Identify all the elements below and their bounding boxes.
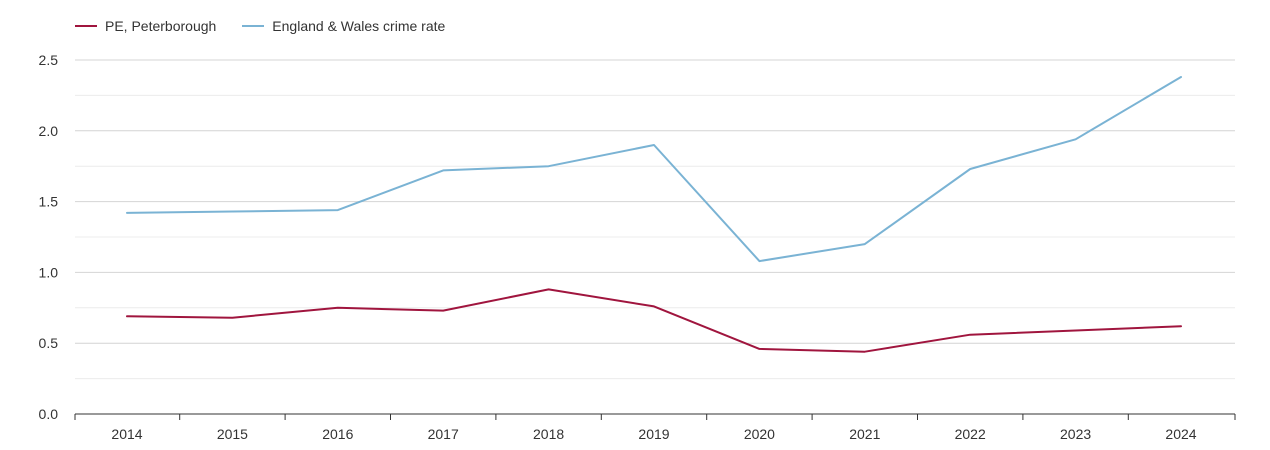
chart-legend: PE, Peterborough England & Wales crime r… xyxy=(75,14,445,38)
x-tick-label: 2014 xyxy=(111,426,142,442)
legend-item-england-wales[interactable]: England & Wales crime rate xyxy=(242,18,445,34)
legend-swatch-england-wales xyxy=(242,25,265,27)
series-line-england-wales[interactable] xyxy=(126,76,1182,263)
y-tick-label: 1.0 xyxy=(39,264,59,280)
y-tick-label: 0.5 xyxy=(39,335,59,351)
series-lines xyxy=(126,76,1182,353)
x-tick-label: 2017 xyxy=(428,426,459,442)
x-tick-label: 2015 xyxy=(217,426,248,442)
x-tick-label: 2023 xyxy=(1060,426,1091,442)
legend-swatch-peterborough xyxy=(75,25,97,27)
tick-labels: 0.0 0.5 1.0 1.5 2.0 2.5 2014 2015 2016 2017 2018 20… xyxy=(39,52,1197,442)
x-tick-label: 2021 xyxy=(849,426,880,442)
y-tick-label: 1.5 xyxy=(39,194,59,210)
legend-item-peterborough[interactable]: PE, Peterborough xyxy=(75,18,216,34)
series-line-peterborough[interactable] xyxy=(126,288,1182,353)
x-tick-label: 2016 xyxy=(322,426,353,442)
x-tick-label: 2024 xyxy=(1165,426,1196,442)
legend-label-peterborough: PE, Peterborough xyxy=(105,18,217,34)
x-tick-label: 2022 xyxy=(955,426,986,442)
y-tick-label: 2.5 xyxy=(39,52,59,68)
x-tick-label: 2020 xyxy=(744,426,775,442)
x-tick-label: 2018 xyxy=(533,426,564,442)
y-tick-label: 2.0 xyxy=(39,123,59,139)
x-tick-label: 2019 xyxy=(638,426,669,442)
axes xyxy=(74,413,1236,420)
y-tick-label: 0.0 xyxy=(39,406,59,422)
legend-label-england-wales: England & Wales crime rate xyxy=(272,18,446,34)
